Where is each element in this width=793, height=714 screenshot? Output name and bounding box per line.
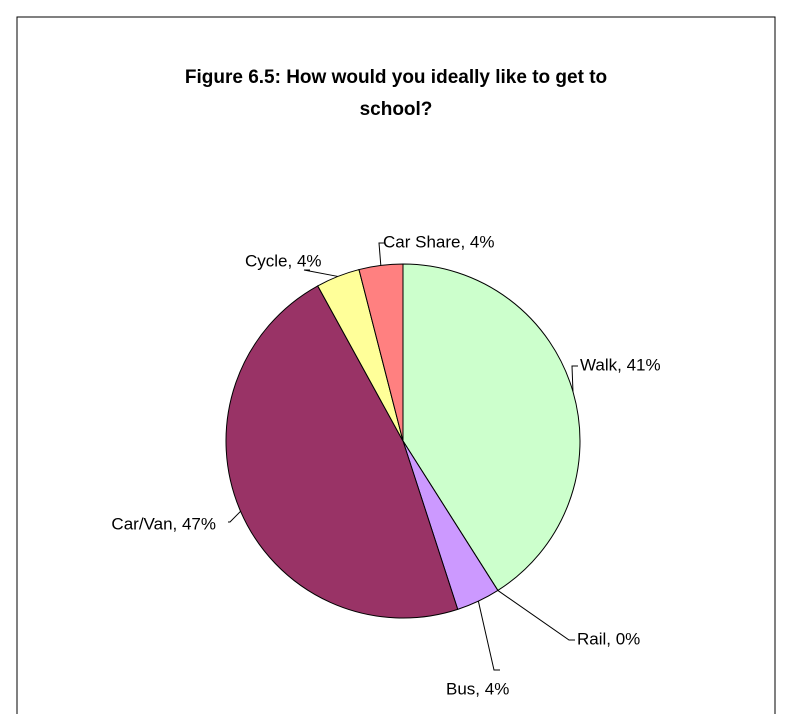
leader-line	[477, 601, 500, 671]
pie-slice	[225, 285, 459, 619]
data-label: Rail, 0%	[577, 629, 640, 648]
chart-title: Figure 6.5: How would you ideally like t…	[185, 67, 607, 88]
data-label: Bus, 4%	[446, 679, 509, 698]
leader-line	[571, 365, 578, 392]
pie-slice	[358, 263, 404, 442]
leader-line	[497, 590, 575, 641]
pie-slice	[402, 263, 581, 592]
leader-line	[228, 510, 241, 523]
data-label: Walk, 41%	[580, 355, 661, 374]
data-label: Car/Van, 47%	[111, 514, 216, 533]
leader-line	[303, 269, 338, 277]
data-label: Car Share, 4%	[383, 232, 495, 251]
data-label: Cycle, 4%	[245, 251, 322, 270]
leader-line	[378, 242, 385, 266]
chart-title: school?	[360, 99, 433, 120]
